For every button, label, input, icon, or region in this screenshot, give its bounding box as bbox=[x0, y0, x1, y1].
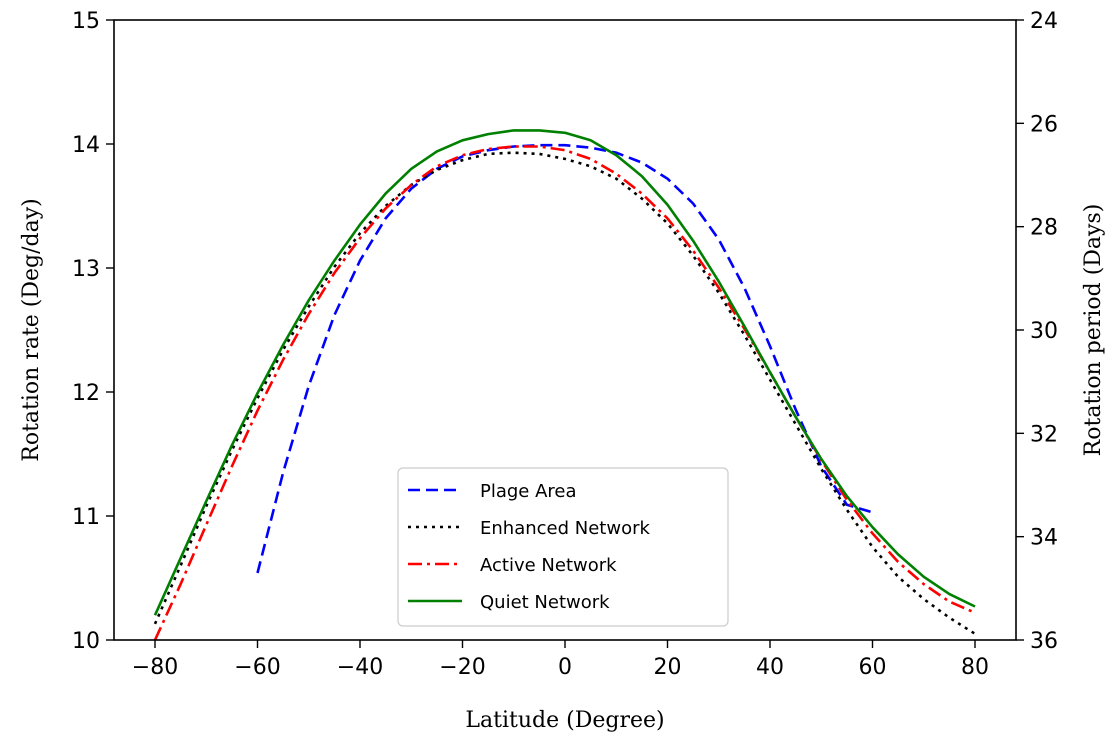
legend-label: Plage Area bbox=[480, 481, 577, 502]
series-layer bbox=[153, 129, 976, 640]
legend-label: Enhanced Network bbox=[480, 518, 650, 539]
y-tick-label: 14 bbox=[72, 133, 100, 158]
x-tick-label: 80 bbox=[961, 655, 989, 680]
series-line-quiet-network bbox=[153, 129, 976, 616]
series-line-active-network bbox=[153, 145, 976, 640]
legend-label: Active Network bbox=[480, 555, 617, 576]
y2-tick-label: 34 bbox=[1030, 526, 1058, 551]
y-axis-left: 10 11 12 13 14 15 bbox=[72, 9, 114, 654]
x-tick-label: 20 bbox=[654, 655, 682, 680]
y2-tick-label: 28 bbox=[1030, 216, 1058, 241]
y2-tick-label: 30 bbox=[1030, 319, 1058, 344]
y-tick-label: 12 bbox=[72, 381, 100, 406]
legend: Plage Area Enhanced Network Active Network… bbox=[397, 467, 729, 627]
x-tick-label: −80 bbox=[132, 655, 178, 680]
legend-box bbox=[397, 467, 729, 627]
y2-axis-label: Rotation period (Days) bbox=[1081, 204, 1106, 457]
y2-tick-label: 36 bbox=[1030, 629, 1058, 654]
y2-tick-label: 26 bbox=[1030, 112, 1058, 137]
y2-tick-label: 32 bbox=[1030, 422, 1058, 447]
x-tick-label: −20 bbox=[439, 655, 485, 680]
series-line-enhanced-network bbox=[153, 151, 976, 635]
legend-label: Quiet Network bbox=[480, 592, 610, 613]
y-tick-label: 13 bbox=[72, 257, 100, 282]
x-tick-label: 60 bbox=[859, 655, 887, 680]
y-tick-label: 11 bbox=[72, 505, 100, 530]
x-tick-label: −60 bbox=[234, 655, 280, 680]
y-axis-label: Rotation rate (Deg/day) bbox=[19, 198, 44, 461]
x-tick-label: 0 bbox=[558, 655, 572, 680]
y-tick-label: 10 bbox=[72, 629, 100, 654]
x-tick-label: 40 bbox=[756, 655, 784, 680]
y-axis-right: 24 26 28 30 32 34 36 bbox=[1016, 9, 1058, 654]
y-tick-label: 15 bbox=[72, 9, 100, 34]
y2-tick-label: 24 bbox=[1030, 9, 1058, 34]
x-tick-label: −40 bbox=[337, 655, 383, 680]
x-axis-label: Latitude (Degree) bbox=[465, 708, 664, 733]
x-axis: −80 −60 −40 −20 0 20 40 60 80 bbox=[132, 640, 989, 680]
series-line-plage-area bbox=[256, 143, 873, 574]
